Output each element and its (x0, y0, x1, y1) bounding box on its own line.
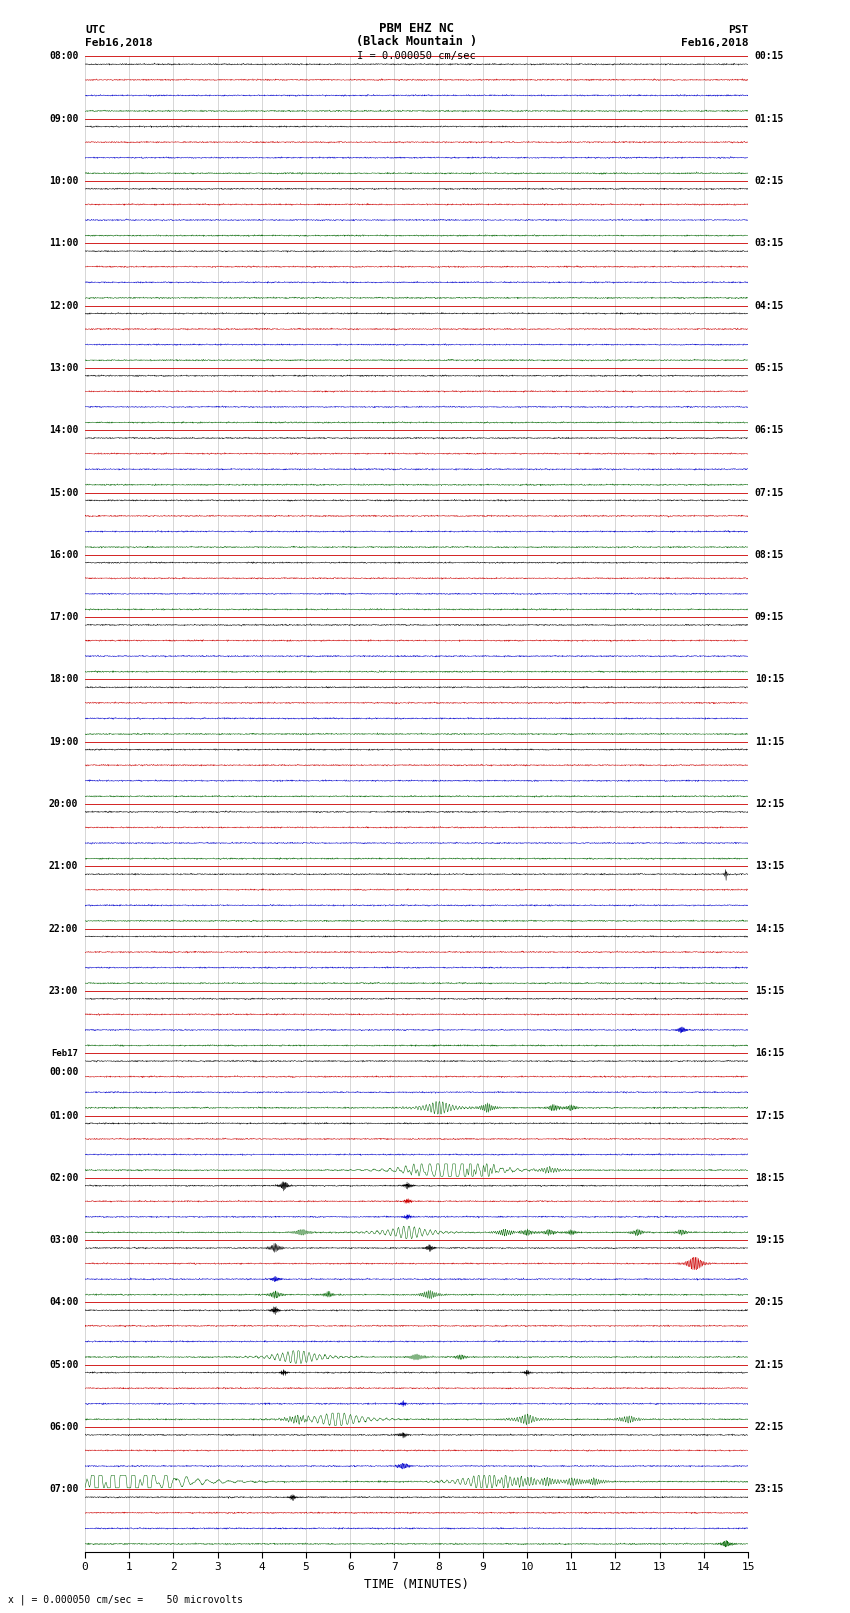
Text: 12:00: 12:00 (49, 300, 78, 311)
Text: I = 0.000050 cm/sec: I = 0.000050 cm/sec (357, 52, 476, 61)
Text: 01:00: 01:00 (49, 1111, 78, 1121)
Text: 05:15: 05:15 (755, 363, 784, 373)
Text: 07:15: 07:15 (755, 487, 784, 497)
Text: 03:00: 03:00 (49, 1236, 78, 1245)
Text: 04:15: 04:15 (755, 300, 784, 311)
Text: (Black Mountain ): (Black Mountain ) (356, 35, 477, 48)
Text: Feb16,2018: Feb16,2018 (681, 39, 748, 48)
Text: 04:00: 04:00 (49, 1297, 78, 1308)
Text: 18:15: 18:15 (755, 1173, 784, 1182)
Text: 15:00: 15:00 (49, 487, 78, 497)
Text: 18:00: 18:00 (49, 674, 78, 684)
Text: 02:00: 02:00 (49, 1173, 78, 1182)
Text: 21:00: 21:00 (49, 861, 78, 871)
Text: PBM EHZ NC: PBM EHZ NC (379, 23, 454, 35)
Text: 13:15: 13:15 (755, 861, 784, 871)
Text: UTC: UTC (85, 26, 105, 35)
Text: 00:00: 00:00 (49, 1066, 78, 1077)
Text: 19:15: 19:15 (755, 1236, 784, 1245)
Text: Feb17: Feb17 (52, 1048, 78, 1058)
Text: 10:15: 10:15 (755, 674, 784, 684)
Text: 19:00: 19:00 (49, 737, 78, 747)
Text: 02:15: 02:15 (755, 176, 784, 185)
Text: 14:15: 14:15 (755, 924, 784, 934)
Text: 17:15: 17:15 (755, 1111, 784, 1121)
Text: 00:15: 00:15 (755, 52, 784, 61)
Text: 12:15: 12:15 (755, 798, 784, 810)
Text: 14:00: 14:00 (49, 426, 78, 436)
Text: 07:00: 07:00 (49, 1484, 78, 1494)
Text: 08:15: 08:15 (755, 550, 784, 560)
Text: 06:00: 06:00 (49, 1423, 78, 1432)
Text: 16:00: 16:00 (49, 550, 78, 560)
Text: 23:00: 23:00 (49, 986, 78, 995)
Text: 23:15: 23:15 (755, 1484, 784, 1494)
Text: 08:00: 08:00 (49, 52, 78, 61)
Text: 20:00: 20:00 (49, 798, 78, 810)
Text: 21:15: 21:15 (755, 1360, 784, 1369)
X-axis label: TIME (MINUTES): TIME (MINUTES) (364, 1578, 469, 1590)
Text: 11:00: 11:00 (49, 239, 78, 248)
Text: 17:00: 17:00 (49, 613, 78, 623)
Text: 20:15: 20:15 (755, 1297, 784, 1308)
Text: 03:15: 03:15 (755, 239, 784, 248)
Text: x | = 0.000050 cm/sec =    50 microvolts: x | = 0.000050 cm/sec = 50 microvolts (8, 1594, 243, 1605)
Text: 22:00: 22:00 (49, 924, 78, 934)
Text: 09:00: 09:00 (49, 115, 78, 124)
Text: PST: PST (728, 26, 748, 35)
Text: Feb16,2018: Feb16,2018 (85, 39, 152, 48)
Text: 11:15: 11:15 (755, 737, 784, 747)
Text: 13:00: 13:00 (49, 363, 78, 373)
Text: 06:15: 06:15 (755, 426, 784, 436)
Text: 16:15: 16:15 (755, 1048, 784, 1058)
Text: 15:15: 15:15 (755, 986, 784, 995)
Text: 05:00: 05:00 (49, 1360, 78, 1369)
Text: 01:15: 01:15 (755, 115, 784, 124)
Text: 22:15: 22:15 (755, 1423, 784, 1432)
Text: 09:15: 09:15 (755, 613, 784, 623)
Text: 10:00: 10:00 (49, 176, 78, 185)
